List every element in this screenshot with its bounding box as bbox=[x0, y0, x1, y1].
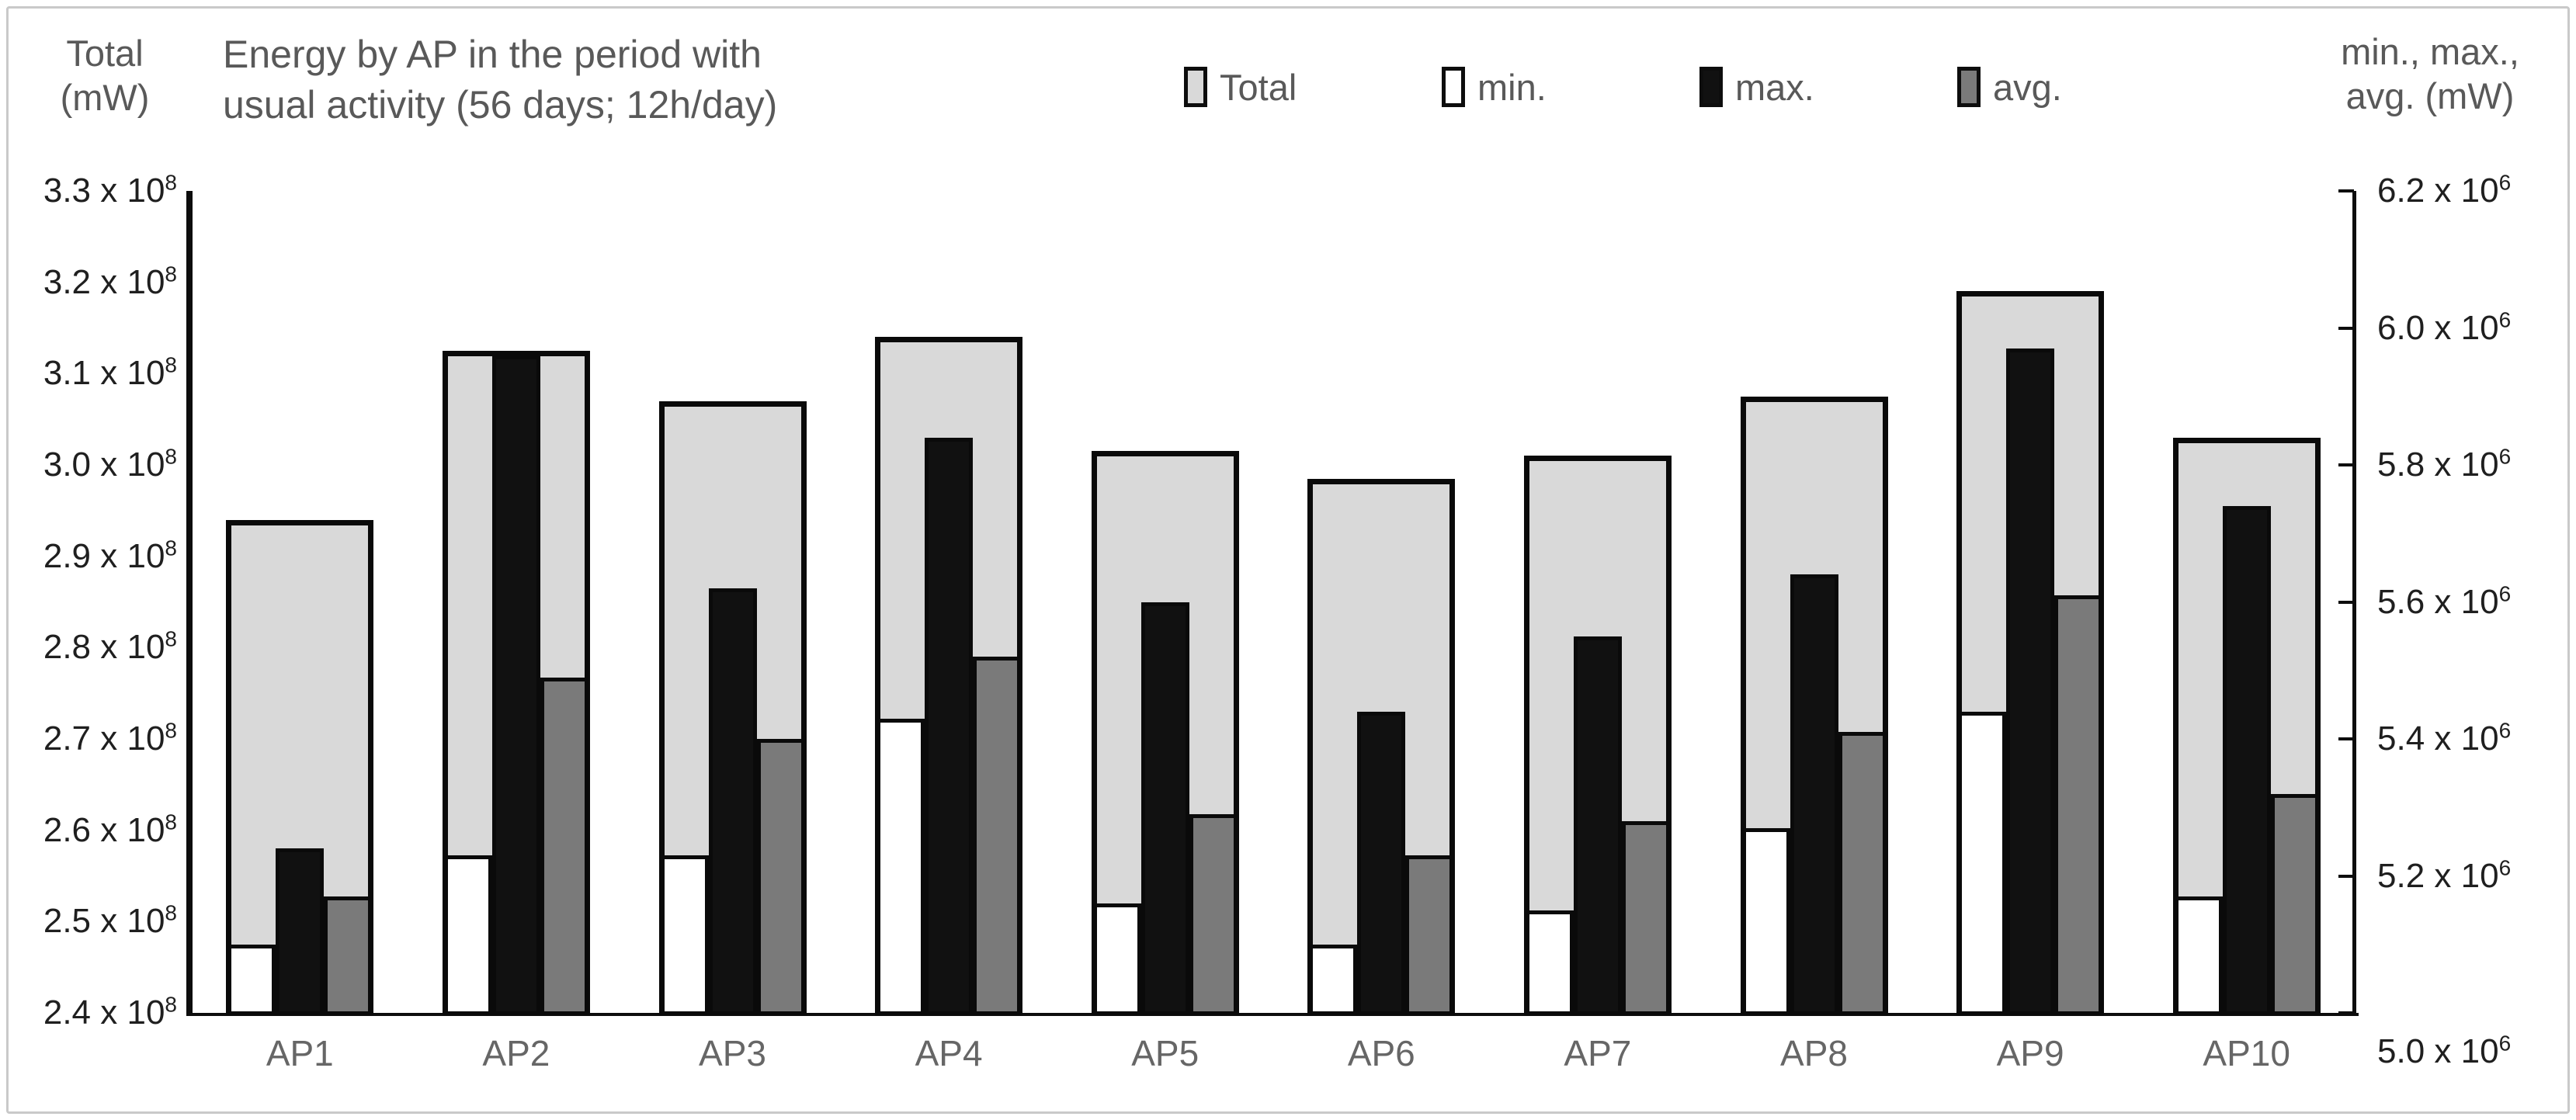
legend-label: max. bbox=[1735, 66, 1814, 108]
legend-item-Total: Total bbox=[1184, 64, 1297, 110]
bar-min-AP6 bbox=[1309, 944, 1358, 1015]
category-label-AP9: AP9 bbox=[1996, 1033, 2064, 1073]
legend-swatch-max bbox=[1699, 67, 1723, 107]
left-axis-title-line2: (mW) bbox=[60, 77, 150, 119]
bar-min-AP1 bbox=[227, 944, 276, 1015]
right-axis-tick-label: 6.2 x 106 bbox=[2377, 170, 2512, 210]
right-axis-tick-label: 5.6 x 106 bbox=[2377, 581, 2512, 621]
category-label-AP10: AP10 bbox=[2203, 1033, 2290, 1073]
left-axis-tick-label: 3.2 x 108 bbox=[43, 262, 177, 301]
bar-avg-AP1 bbox=[324, 896, 373, 1015]
bar-max-AP8 bbox=[1790, 574, 1838, 1015]
category-label-AP1: AP1 bbox=[266, 1033, 334, 1073]
left-axis-title-line1: Total bbox=[66, 33, 144, 74]
category-label-AP3: AP3 bbox=[699, 1033, 766, 1073]
legend-item-max: max. bbox=[1699, 64, 1814, 110]
left-axis-tick-label: 3.3 x 108 bbox=[43, 170, 177, 210]
bar-avg-AP5 bbox=[1189, 814, 1238, 1015]
bar-max-AP10 bbox=[2222, 505, 2271, 1015]
right-axis-tick-label: 5.8 x 106 bbox=[2377, 444, 2512, 484]
bar-avg-AP4 bbox=[973, 657, 1022, 1015]
bar-min-AP4 bbox=[877, 718, 925, 1015]
chart-title-line1: Energy by AP in the period with bbox=[223, 33, 762, 76]
right-axis-tick-mark bbox=[2338, 874, 2354, 878]
right-axis-title-line2: avg. (mW) bbox=[2345, 75, 2515, 117]
right-axis-tick-mark bbox=[2338, 737, 2354, 740]
right-axis-title: min., max., avg. (mW) bbox=[2298, 29, 2562, 119]
legend-item-min: min. bbox=[1442, 64, 1547, 110]
bar-min-AP5 bbox=[1092, 903, 1141, 1015]
left-axis-tick-label: 2.5 x 108 bbox=[43, 900, 177, 941]
bar-max-AP7 bbox=[1573, 636, 1622, 1015]
left-axis-title: Total (mW) bbox=[31, 31, 179, 120]
bar-max-AP4 bbox=[925, 437, 974, 1015]
bar-min-AP2 bbox=[443, 855, 492, 1015]
category-label-AP2: AP2 bbox=[482, 1033, 550, 1073]
left-axis-tick-label: 3.0 x 108 bbox=[43, 444, 177, 484]
right-axis-tick-mark bbox=[2338, 189, 2354, 192]
legend-swatch-min bbox=[1442, 67, 1465, 107]
bar-avg-AP2 bbox=[540, 677, 588, 1015]
legend-label: min. bbox=[1477, 66, 1547, 108]
bar-avg-AP8 bbox=[1838, 732, 1887, 1015]
left-axis-tick-label: 3.1 x 108 bbox=[43, 352, 177, 393]
right-axis-tick-label: 6.0 x 106 bbox=[2377, 307, 2512, 347]
left-axis-tick-label: 2.4 x 108 bbox=[43, 992, 177, 1032]
bar-min-AP8 bbox=[1741, 827, 1790, 1015]
right-axis-tick-label: 5.0 x 106 bbox=[2377, 1031, 2512, 1070]
category-label-AP7: AP7 bbox=[1564, 1033, 1632, 1073]
bar-max-AP2 bbox=[491, 355, 540, 1015]
legend-item-avg: avg. bbox=[1957, 64, 2062, 110]
legend-swatch-Total bbox=[1184, 67, 1207, 107]
right-axis-tick-mark bbox=[2338, 463, 2354, 466]
bar-max-AP5 bbox=[1140, 602, 1189, 1015]
chart-title: Energy by AP in the period with usual ac… bbox=[223, 29, 777, 130]
x-axis-line bbox=[186, 1013, 2359, 1016]
right-axis-tick-mark bbox=[2338, 600, 2354, 604]
category-label-AP6: AP6 bbox=[1347, 1033, 1415, 1073]
chart-title-line2: usual activity (56 days; 12h/day) bbox=[223, 83, 778, 127]
bar-avg-AP3 bbox=[756, 739, 805, 1015]
right-axis-line bbox=[2352, 191, 2356, 1016]
right-axis-tick-mark bbox=[2338, 1011, 2354, 1014]
right-axis-tick-mark bbox=[2338, 326, 2354, 330]
left-axis-tick-label: 2.9 x 108 bbox=[43, 536, 177, 575]
category-label-AP5: AP5 bbox=[1131, 1033, 1199, 1073]
legend-label: Total bbox=[1220, 66, 1297, 108]
right-axis-title-line1: min., max., bbox=[2341, 31, 2519, 72]
bar-min-AP10 bbox=[2174, 896, 2223, 1015]
bar-max-AP9 bbox=[2006, 348, 2055, 1015]
right-axis-tick-label: 5.4 x 106 bbox=[2377, 718, 2512, 758]
bar-max-AP6 bbox=[1357, 711, 1406, 1015]
right-axis-tick-label: 5.2 x 106 bbox=[2377, 855, 2512, 895]
bar-max-AP3 bbox=[708, 588, 757, 1015]
bar-min-AP9 bbox=[1958, 711, 2007, 1015]
category-label-AP8: AP8 bbox=[1780, 1033, 1848, 1073]
left-axis-tick-label: 2.7 x 108 bbox=[43, 718, 177, 758]
legend-label: avg. bbox=[1993, 66, 2062, 108]
bar-avg-AP6 bbox=[1405, 855, 1454, 1015]
category-label-AP4: AP4 bbox=[915, 1033, 983, 1073]
bar-min-AP3 bbox=[660, 855, 709, 1015]
bar-avg-AP9 bbox=[2054, 595, 2103, 1015]
left-axis-tick-label: 2.8 x 108 bbox=[43, 626, 177, 667]
bar-max-AP1 bbox=[276, 848, 325, 1015]
legend-swatch-avg bbox=[1957, 67, 1981, 107]
bar-avg-AP7 bbox=[1621, 820, 1670, 1015]
left-axis-line bbox=[186, 191, 193, 1016]
left-axis-tick-label: 2.6 x 108 bbox=[43, 810, 177, 849]
bar-avg-AP10 bbox=[2270, 793, 2319, 1015]
bar-min-AP7 bbox=[1525, 910, 1574, 1015]
